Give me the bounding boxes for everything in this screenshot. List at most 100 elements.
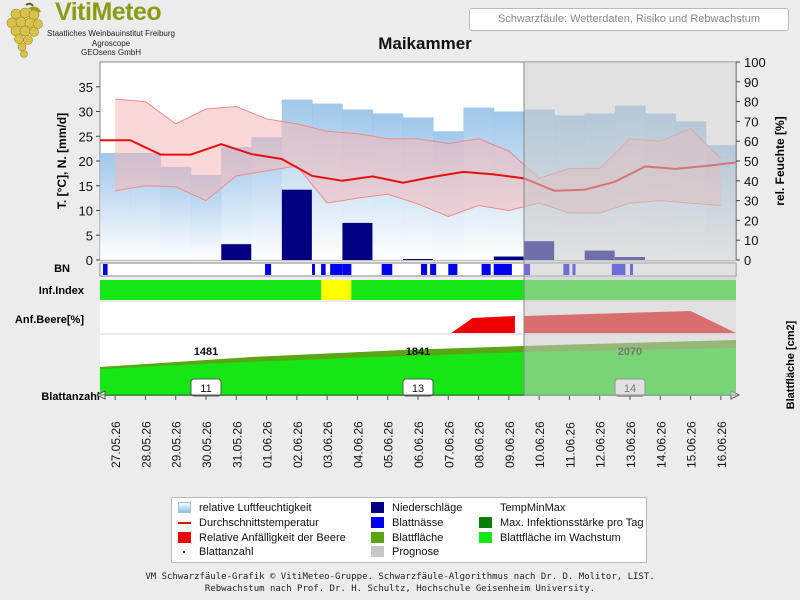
y-left-tick-label: 0 — [86, 253, 93, 268]
x-tick-label: 28.05.26 — [139, 421, 153, 468]
legend-symbol-infection-max — [479, 517, 492, 528]
brand-line-3: GEOsens GmbH — [80, 48, 141, 57]
precip-bar — [221, 244, 252, 260]
row-label-wetness: BN — [54, 263, 70, 275]
leaf-count-label: 11 — [200, 383, 211, 395]
y-left-tick-label: 10 — [79, 204, 93, 219]
row-label-leaf-count: Blattanzahl — [41, 391, 100, 403]
x-tick-label: 30.05.26 — [200, 421, 214, 468]
y-right-tick-label: 30 — [744, 194, 758, 209]
precip-bar — [342, 222, 373, 260]
legend-symbol-temp-avg — [178, 522, 191, 524]
x-tick-label: 14.06.26 — [654, 421, 668, 468]
legend-symbol-susceptibility — [178, 532, 191, 543]
x-tick-label: 02.06.26 — [291, 421, 305, 468]
x-tick-label: 01.06.26 — [261, 421, 275, 468]
leaf-area-label: 1481 — [194, 346, 218, 358]
legend-label: Prognose — [392, 546, 440, 558]
legend-label: Blattfläche im Wachstum — [500, 532, 621, 544]
x-tick-label: 31.05.26 — [230, 421, 244, 468]
precip-bar — [281, 189, 312, 260]
x-tick-label: 10.06.26 — [533, 421, 547, 468]
footer-line-2: Rebwachstum nach Prof. Dr. H. Schultz, H… — [204, 584, 596, 594]
footer-line-1: VM Schwarzfäule-Grafik © VitiMeteo-Grupp… — [145, 572, 655, 582]
x-tick-label: 04.06.26 — [351, 421, 365, 468]
legend-label: Durchschnittstemperatur — [199, 517, 319, 529]
y-right-tick-label: 70 — [744, 114, 758, 129]
wetness-mark — [493, 264, 512, 275]
y-right-axis-label: rel. Feuchte [%] — [773, 116, 787, 205]
legend-label: Relative Anfälligkeit der Beere — [199, 532, 346, 544]
wetness-mark — [481, 264, 491, 275]
y-leaf-axis-label: Blattfläche [cm2] — [785, 320, 797, 409]
legend-symbol-tempminmax — [479, 502, 492, 513]
legend: relative Luftfeuchtigkeit Niederschläge … — [171, 497, 647, 563]
y-right-tick-label: 60 — [744, 134, 758, 149]
legend-label: relative Luftfeuchtigkeit — [199, 502, 312, 514]
y-left-tick-label: 30 — [79, 105, 93, 120]
wetness-mark — [103, 264, 108, 275]
y-right-tick-label: 40 — [744, 174, 758, 189]
legend-symbol-leaf-area — [371, 532, 384, 543]
row-label-infection: Inf.Index — [39, 285, 85, 297]
x-tick-label: 15.06.26 — [685, 421, 699, 468]
x-tick-label: 13.06.26 — [624, 421, 638, 468]
y-right-tick-label: 20 — [744, 213, 758, 228]
brand-name: VitiMeteo — [55, 0, 162, 26]
chart-title: Maikammer — [378, 34, 472, 53]
y-left-tick-label: 25 — [79, 129, 93, 144]
wetness-mark — [381, 264, 393, 275]
y-right-tick-label: 0 — [744, 253, 751, 268]
y-right-tick-label: 10 — [744, 233, 758, 248]
x-tick-label: 12.06.26 — [594, 421, 608, 468]
x-tick-label: 16.06.26 — [715, 421, 729, 468]
legend-symbol-leaf-area-growth — [479, 532, 492, 543]
y-left-tick-label: 20 — [79, 154, 93, 169]
y-left-tick-label: 15 — [79, 179, 93, 194]
wetness-mark — [448, 264, 458, 275]
wetness-mark — [312, 264, 316, 275]
legend-label: Blattnässe — [392, 517, 444, 529]
x-tick-label: 27.05.26 — [109, 421, 123, 468]
wetness-mark — [265, 264, 272, 275]
legend-symbol-precip — [371, 502, 384, 513]
legend-label: Max. Infektionsstärke pro Tag — [500, 517, 644, 529]
leaf-count-label: 13 — [412, 383, 424, 395]
footer: VM Schwarzfäule-Grafik © VitiMeteo-Grupp… — [0, 571, 800, 595]
y-right-tick-label: 90 — [744, 75, 758, 90]
legend-symbol-leaf-count — [183, 551, 185, 553]
y-right-tick-label: 50 — [744, 154, 758, 169]
legend-label: Blattfläche — [392, 532, 444, 544]
legend-label: Niederschläge — [392, 502, 463, 514]
x-tick-label: 03.06.26 — [321, 421, 335, 468]
y-right-tick-label: 80 — [744, 95, 758, 110]
brand-line-1: Staatliches Weinbauinstitut Freiburg — [47, 29, 175, 38]
x-tick-label: 08.06.26 — [473, 421, 487, 468]
y-left-tick-label: 5 — [86, 228, 93, 243]
row-label-susceptibility: Anf.Beere[%] — [15, 314, 84, 326]
x-tick-label: 09.06.26 — [503, 421, 517, 468]
y-left-axis-label: T. [°C], N. [mm/d] — [55, 113, 69, 209]
x-tick-label: 11.06.26 — [563, 422, 577, 468]
y-right-tick-label: 100 — [744, 55, 766, 70]
x-tick-label: 29.05.26 — [170, 421, 184, 468]
wetness-mark — [430, 264, 437, 275]
precip-bar — [493, 256, 524, 260]
legend-symbol-humidity — [178, 502, 191, 513]
legend-label: Blattanzahl — [199, 546, 254, 558]
header-subtitle: Schwarzfäule: Wetterdaten, Risiko und Re… — [469, 8, 789, 31]
y-left-tick-label: 35 — [79, 80, 93, 95]
forecast-overlay — [524, 62, 736, 396]
wetness-mark — [342, 264, 352, 275]
precip-bar — [403, 259, 433, 260]
legend-symbol-wetness — [371, 517, 384, 528]
wetness-mark — [321, 264, 326, 275]
x-tick-label: 05.06.26 — [382, 421, 396, 468]
legend-symbol-forecast — [371, 546, 384, 557]
brand-block: VitiMeteo Staatliches Weinbauinstitut Fr… — [6, 0, 196, 60]
leaf-area-label: 1841 — [406, 346, 430, 358]
infection-index-warning — [321, 280, 352, 300]
wetness-mark — [421, 264, 428, 275]
x-tick-label: 06.06.26 — [412, 421, 426, 468]
